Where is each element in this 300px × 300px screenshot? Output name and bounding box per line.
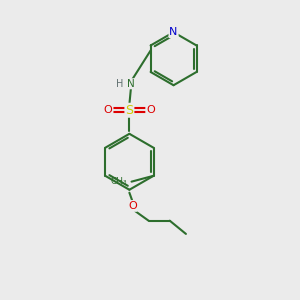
Text: O: O: [146, 105, 155, 115]
Text: CH₃: CH₃: [110, 177, 127, 186]
Text: N: N: [169, 27, 178, 37]
Text: H: H: [116, 79, 124, 89]
Text: O: O: [104, 105, 112, 115]
Text: N: N: [127, 79, 135, 89]
Text: O: O: [128, 201, 137, 211]
Text: S: S: [125, 104, 134, 117]
